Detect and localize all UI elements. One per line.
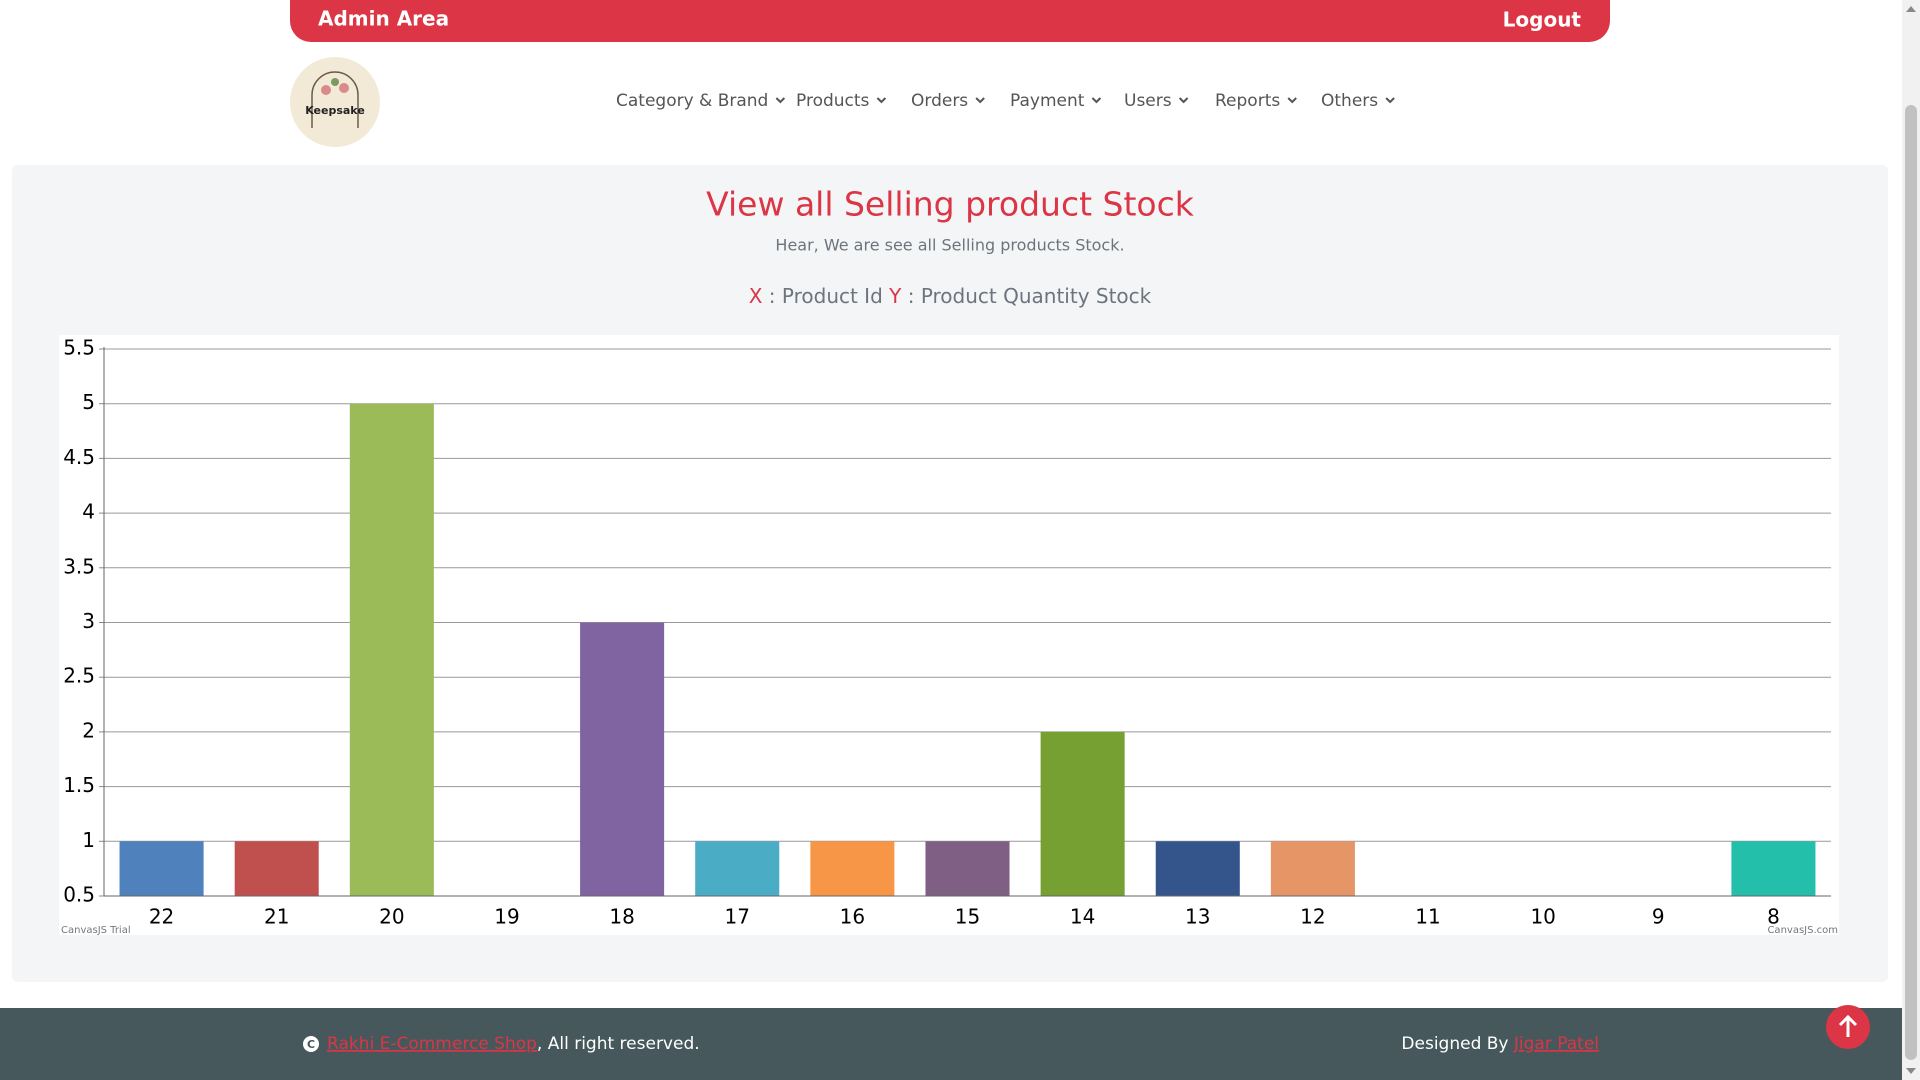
logo-arch — [311, 71, 359, 128]
x-tick-label: 8 — [1767, 905, 1780, 929]
logo-leaf — [331, 78, 339, 86]
page-title: View all Selling product Stock — [706, 185, 1195, 224]
bar — [1731, 841, 1816, 896]
nav-item[interactable]: Category & Brand — [616, 91, 768, 111]
x-tick-label: 10 — [1530, 905, 1555, 929]
x-tick-label: 12 — [1300, 905, 1325, 929]
logo-flower — [339, 83, 349, 93]
y-tick-label: 4 — [82, 500, 95, 524]
y-tick-label: 2.5 — [63, 664, 95, 688]
y-tick-label: 1 — [82, 828, 95, 852]
footer — [0, 1008, 1902, 1080]
nav-item[interactable]: Reports — [1215, 91, 1280, 111]
header-bar — [290, 0, 1610, 42]
x-tick-label: 11 — [1415, 905, 1440, 929]
author-link[interactable]: Jigar Patel — [1513, 1034, 1599, 1054]
admin-title: Admin Area — [318, 7, 449, 31]
bar — [234, 841, 319, 896]
logout[interactable]: Logout — [1503, 8, 1582, 32]
bar — [1155, 841, 1240, 896]
logo-flower — [321, 85, 331, 95]
y-tick-label: 5 — [82, 390, 95, 414]
nav-item[interactable]: Orders — [911, 91, 968, 111]
bar — [580, 622, 665, 896]
nav-item[interactable]: Products — [796, 91, 870, 111]
y-label: : Product Quantity Stock — [901, 284, 1151, 308]
scroll-top-arrow — [1838, 1014, 1858, 1037]
nav: Category & Brand Products Orders Payment Use… — [616, 91, 1395, 111]
bar — [810, 841, 895, 896]
nav-chevron — [1385, 97, 1395, 104]
bars — [119, 403, 1816, 896]
logo[interactable] — [290, 57, 380, 147]
y-tick-label: 3.5 — [63, 554, 95, 578]
page-subtitle: Hear, We are see all Selling products St… — [775, 236, 1124, 255]
bar — [119, 841, 204, 896]
x-tick-label: 16 — [840, 905, 865, 929]
y-tick-label: 4.5 — [63, 445, 95, 469]
y-key: Y — [888, 284, 902, 308]
nav-item[interactable]: Users — [1124, 91, 1172, 111]
nav-chevron — [876, 97, 887, 104]
axis-legend: X : Product Id Y : Product Quantity Stoc… — [749, 284, 1152, 308]
footer-right: Designed By Jigar Patel — [1401, 1034, 1599, 1054]
x-tick-label: 21 — [264, 905, 289, 929]
bar — [695, 841, 780, 896]
x-tick-label: 17 — [725, 905, 750, 929]
bar — [1270, 841, 1355, 896]
nav-chevron — [775, 97, 786, 104]
x-tick-label: 13 — [1185, 905, 1210, 929]
rights: , All right reserved. — [537, 1034, 700, 1054]
credit-left: CanvasJS Trial — [61, 925, 131, 936]
nav-item[interactable]: Payment — [1010, 91, 1085, 111]
copyright-icon — [303, 1036, 319, 1052]
x-tick-label: 20 — [379, 905, 404, 929]
copyright-mark: C — [307, 1038, 315, 1051]
x-tick-label: 22 — [149, 905, 174, 929]
y-tick-label: 2 — [82, 718, 95, 742]
bar — [349, 403, 434, 896]
nav-chevron — [1287, 97, 1297, 104]
x-tick-label: 9 — [1652, 905, 1665, 929]
nav-item[interactable]: Others — [1321, 91, 1378, 111]
shop-link[interactable]: Rakhi E-Commerce Shop — [327, 1034, 537, 1054]
nav-chevron — [1178, 97, 1189, 104]
bar — [925, 841, 1010, 896]
x-tick-label: 18 — [609, 905, 634, 929]
nav-chevron — [1091, 97, 1102, 104]
footer-left: Rakhi E-Commerce Shop, All right reserve… — [327, 1034, 700, 1054]
x-tick-label: 14 — [1070, 905, 1095, 929]
y-tick-label: 0.5 — [63, 883, 95, 907]
designed-by: Designed By — [1401, 1034, 1513, 1054]
x-key: X — [749, 284, 763, 308]
nav-chevron — [975, 97, 985, 104]
scrollbar-thumb[interactable] — [1905, 105, 1917, 1060]
x-tick-label: 15 — [955, 905, 980, 929]
x-tick-label: 19 — [494, 905, 519, 929]
logo-text: Keepsake — [305, 104, 365, 117]
y-tick-label: 1.5 — [63, 773, 95, 797]
bar — [1040, 731, 1125, 896]
credit-right: CanvasJS.com — [1767, 925, 1838, 936]
x-label: : Product Id — [762, 284, 889, 308]
chart: 0.5 1 1.5 2 2.5 3 3.5 4 4.5 5 5.5 22 21 20 19 18 17 16 15 1… — [61, 336, 1838, 937]
y-tick-label: 3 — [82, 609, 95, 633]
y-tick-label: 5.5 — [63, 336, 95, 360]
